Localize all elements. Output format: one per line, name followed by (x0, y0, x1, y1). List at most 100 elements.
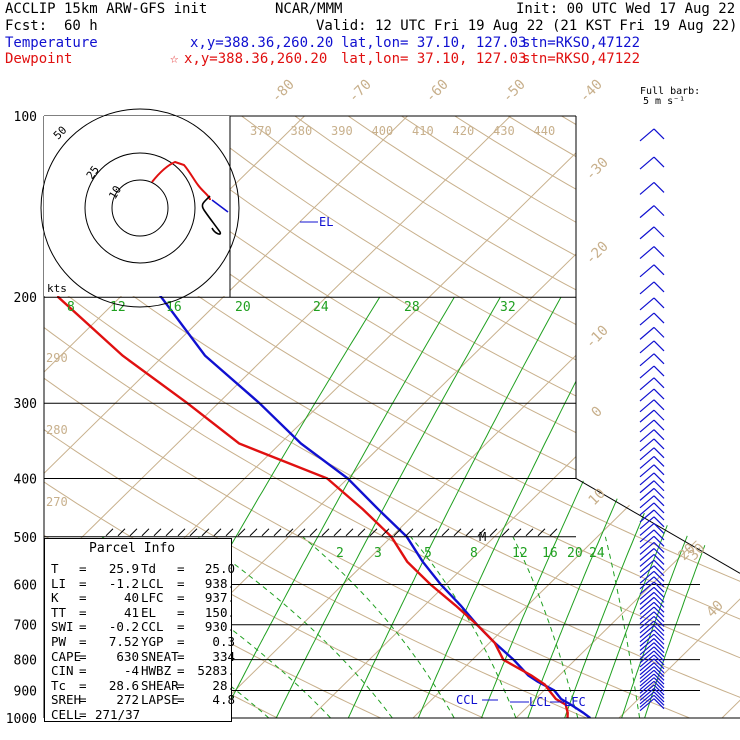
parcel-info-cell: 630 (116, 648, 139, 664)
wind-barb-flag (653, 673, 665, 685)
isotherm-line (515, 116, 740, 718)
lapse-tick (117, 528, 126, 537)
parcel-info-title: Parcel Info (89, 541, 176, 556)
parcel-info-cell: HWBZ (141, 663, 172, 679)
parcel-info-cell: LFC (141, 590, 164, 606)
lapse-tick (249, 528, 258, 537)
wind-barb (639, 669, 655, 683)
lapse-tick (525, 528, 534, 537)
dry-adiabat-line (44, 116, 740, 718)
temperature-tick-label: -80 (269, 77, 298, 106)
theta-label: 430 (493, 124, 515, 138)
pressure-label: 400 (14, 472, 37, 487)
mixing-ratio-label: 32 (500, 300, 516, 315)
parcel-info-cell: LAPSE (141, 692, 179, 708)
pressure-label: 800 (14, 654, 37, 669)
mixing-ratio-line (275, 296, 501, 718)
mixing-ratio-label: 16 (166, 300, 182, 315)
theta-label: 400 (372, 124, 394, 138)
parcel-info-cell: K (51, 590, 59, 606)
wind-barb (639, 633, 655, 647)
wind-barb-flag (653, 586, 665, 598)
wind-barb (639, 694, 655, 708)
temperature-tick-label: 0 (589, 404, 606, 421)
wind-barb-flag (653, 658, 665, 670)
wind-barb (639, 576, 655, 590)
dry-adiabat-line (44, 116, 740, 718)
mixing-ratio-label: 20 (567, 546, 583, 561)
wind-barb (639, 591, 655, 605)
mixing-ratio-line (564, 296, 740, 718)
mixing-ratio-label: 3 (374, 546, 382, 561)
lapse-tick (129, 528, 138, 537)
wind-barb (639, 535, 655, 549)
wind-barb (639, 246, 655, 260)
pressure-label: 600 (14, 578, 37, 593)
wind-barb-flag (653, 429, 665, 441)
dry-adiabat-line (44, 116, 740, 718)
wind-barb-flag (653, 205, 665, 217)
lapse-tick (321, 528, 330, 537)
wind-barb-flag (653, 340, 665, 352)
m-label: M (479, 530, 486, 544)
lapse-tick (225, 528, 234, 537)
lapse-tick (345, 528, 354, 537)
parcel-info-cell: = (79, 663, 87, 679)
lapse-tick (237, 528, 246, 537)
pressure-label: 500 (14, 531, 37, 546)
wind-barb (639, 523, 655, 536)
parcel-info-cell: = (79, 692, 87, 708)
valid-time: Valid: 12 UTC Fri 19 Aug 22 (21 KST Fri … (316, 18, 738, 34)
isotherm-line (721, 116, 740, 718)
wind-barb-flag (653, 646, 665, 658)
parcel-info-cell: = (177, 692, 185, 708)
parcel-info-cell: SREH (51, 692, 82, 708)
pressure-label: 700 (14, 619, 37, 634)
mixing-ratio-label: 8 (67, 300, 75, 315)
wind-barb (639, 205, 655, 219)
lapse-tick (201, 528, 210, 537)
wind-barb (639, 182, 655, 195)
wind-barbs: Full barb:5 m s⁻¹ (639, 86, 700, 712)
dry-adiabat-line (134, 116, 740, 718)
parcel-info-cell: 272 (116, 692, 139, 708)
lapse-tick (297, 528, 306, 537)
parcel-info-cell: TT (51, 604, 67, 620)
dry-adiabat-line (44, 116, 690, 718)
temperature-legend-label: Temperature (5, 35, 98, 51)
wind-barb (639, 326, 655, 340)
mixing-ratio-label: 20 (235, 300, 251, 315)
wind-barb (639, 472, 655, 486)
temperature-tick-label: -50 (500, 77, 529, 106)
wind-barb-flag (653, 246, 665, 257)
mixing-ratio-line (594, 296, 740, 718)
parcel-info-cell: = (177, 604, 185, 620)
moist-adiabat-line (101, 536, 331, 718)
wind-barb-flag (653, 516, 665, 528)
wind-barb (639, 487, 655, 501)
wind-barb-flag (653, 388, 665, 400)
parcel-info-cell: CCL (141, 619, 164, 635)
wind-barb-flag (653, 629, 665, 641)
theta-label: 290 (46, 351, 68, 365)
parcel-info-cell: 7.52 (108, 634, 139, 649)
wind-barb-flag (653, 182, 665, 193)
lapse-tick (153, 528, 162, 537)
mixing-ratio-label: 12 (110, 300, 126, 315)
wind-barb (639, 455, 655, 469)
parcel-info-cell: = (177, 561, 185, 576)
mixing-ratio-label: 24 (313, 300, 329, 315)
dry-adiabat-line (241, 116, 740, 718)
dry-adiabat-line (667, 116, 740, 718)
temperature-xy: x,y=388.36,260.20 (190, 35, 334, 51)
mixing-ratio-line (417, 296, 620, 718)
parcel-info-cell: T (51, 561, 59, 576)
wind-barb (639, 616, 655, 629)
lapse-tick (333, 528, 342, 537)
parcel-info-cell: CAPE (51, 648, 82, 664)
parcel-info-cell: 40 (123, 590, 139, 606)
hodograph-ring-label: 10 (106, 184, 124, 202)
dry-adiabat-line (187, 116, 740, 718)
lapse-tick (537, 528, 546, 537)
lapse-tick (177, 528, 186, 537)
